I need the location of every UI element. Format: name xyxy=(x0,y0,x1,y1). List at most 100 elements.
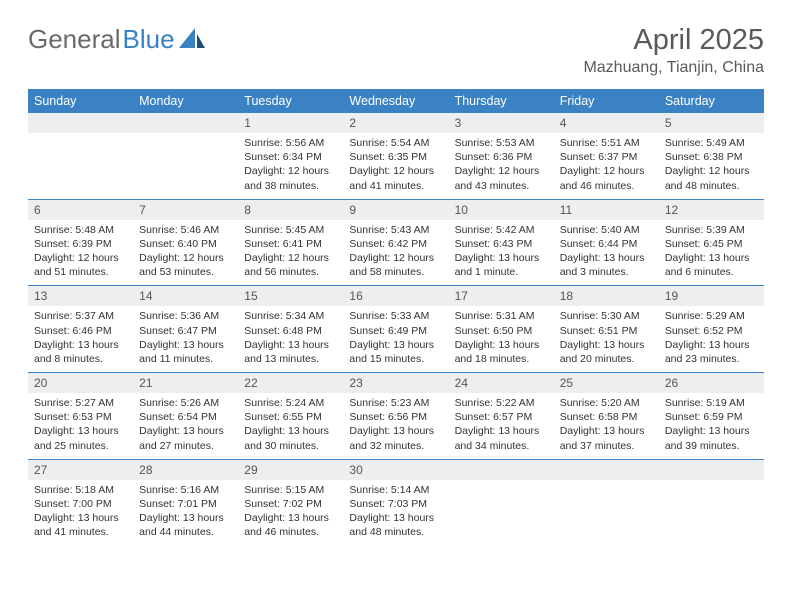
daylight-text: Daylight: 12 hours and 41 minutes. xyxy=(349,164,442,192)
sunset-text: Sunset: 6:39 PM xyxy=(34,237,127,251)
day-cell: Sunrise: 5:45 AMSunset: 6:41 PMDaylight:… xyxy=(238,220,343,286)
daylight-text: Daylight: 12 hours and 56 minutes. xyxy=(244,251,337,279)
daylight-text: Daylight: 13 hours and 48 minutes. xyxy=(349,511,442,539)
day-number: 11 xyxy=(554,199,659,220)
sunrise-text: Sunrise: 5:56 AM xyxy=(244,136,337,150)
day-number: 9 xyxy=(343,199,448,220)
day-cell: Sunrise: 5:34 AMSunset: 6:48 PMDaylight:… xyxy=(238,306,343,372)
daylight-text: Daylight: 13 hours and 13 minutes. xyxy=(244,338,337,366)
sunset-text: Sunset: 6:48 PM xyxy=(244,324,337,338)
daynum-row: 13141516171819 xyxy=(28,286,764,307)
day-number: 12 xyxy=(659,199,764,220)
daylight-text: Daylight: 13 hours and 30 minutes. xyxy=(244,424,337,452)
sunset-text: Sunset: 6:55 PM xyxy=(244,410,337,424)
sunrise-text: Sunrise: 5:33 AM xyxy=(349,309,442,323)
day-cell: Sunrise: 5:54 AMSunset: 6:35 PMDaylight:… xyxy=(343,133,448,199)
day-cell: Sunrise: 5:23 AMSunset: 6:56 PMDaylight:… xyxy=(343,393,448,459)
sunrise-text: Sunrise: 5:53 AM xyxy=(455,136,548,150)
sunrise-text: Sunrise: 5:15 AM xyxy=(244,483,337,497)
daylight-text: Daylight: 12 hours and 53 minutes. xyxy=(139,251,232,279)
day-header: Wednesday xyxy=(343,89,448,113)
day-number: 17 xyxy=(449,286,554,307)
day-number: 2 xyxy=(343,113,448,133)
day-number: 30 xyxy=(343,459,448,480)
sunset-text: Sunset: 6:42 PM xyxy=(349,237,442,251)
day-cell xyxy=(133,133,238,199)
day-header: Thursday xyxy=(449,89,554,113)
day-cell xyxy=(449,480,554,546)
sunset-text: Sunset: 6:56 PM xyxy=(349,410,442,424)
day-cell: Sunrise: 5:31 AMSunset: 6:50 PMDaylight:… xyxy=(449,306,554,372)
sunrise-text: Sunrise: 5:18 AM xyxy=(34,483,127,497)
day-cell: Sunrise: 5:15 AMSunset: 7:02 PMDaylight:… xyxy=(238,480,343,546)
day-number: 28 xyxy=(133,459,238,480)
daylight-text: Daylight: 12 hours and 43 minutes. xyxy=(455,164,548,192)
sunrise-text: Sunrise: 5:54 AM xyxy=(349,136,442,150)
day-number: 27 xyxy=(28,459,133,480)
day-cell xyxy=(554,480,659,546)
day-number xyxy=(554,459,659,480)
day-number: 8 xyxy=(238,199,343,220)
day-cell: Sunrise: 5:26 AMSunset: 6:54 PMDaylight:… xyxy=(133,393,238,459)
daylight-text: Daylight: 13 hours and 11 minutes. xyxy=(139,338,232,366)
day-cell: Sunrise: 5:39 AMSunset: 6:45 PMDaylight:… xyxy=(659,220,764,286)
sunset-text: Sunset: 6:49 PM xyxy=(349,324,442,338)
day-number: 24 xyxy=(449,373,554,394)
day-cell: Sunrise: 5:46 AMSunset: 6:40 PMDaylight:… xyxy=(133,220,238,286)
location-label: Mazhuang, Tianjin, China xyxy=(583,59,764,77)
day-number: 26 xyxy=(659,373,764,394)
sunset-text: Sunset: 7:03 PM xyxy=(349,497,442,511)
day-number: 1 xyxy=(238,113,343,133)
daylight-text: Daylight: 13 hours and 15 minutes. xyxy=(349,338,442,366)
sunset-text: Sunset: 6:52 PM xyxy=(665,324,758,338)
title-block: April 2025 Mazhuang, Tianjin, China xyxy=(583,24,764,77)
day-cell: Sunrise: 5:37 AMSunset: 6:46 PMDaylight:… xyxy=(28,306,133,372)
day-cell: Sunrise: 5:36 AMSunset: 6:47 PMDaylight:… xyxy=(133,306,238,372)
day-cell: Sunrise: 5:40 AMSunset: 6:44 PMDaylight:… xyxy=(554,220,659,286)
day-cell: Sunrise: 5:14 AMSunset: 7:03 PMDaylight:… xyxy=(343,480,448,546)
sunset-text: Sunset: 6:38 PM xyxy=(665,150,758,164)
daylight-text: Daylight: 12 hours and 51 minutes. xyxy=(34,251,127,279)
day-cell: Sunrise: 5:33 AMSunset: 6:49 PMDaylight:… xyxy=(343,306,448,372)
sunrise-text: Sunrise: 5:16 AM xyxy=(139,483,232,497)
daylight-text: Daylight: 12 hours and 46 minutes. xyxy=(560,164,653,192)
sunrise-text: Sunrise: 5:30 AM xyxy=(560,309,653,323)
day-header: Monday xyxy=(133,89,238,113)
sunrise-text: Sunrise: 5:49 AM xyxy=(665,136,758,150)
sunset-text: Sunset: 6:58 PM xyxy=(560,410,653,424)
sunrise-text: Sunrise: 5:26 AM xyxy=(139,396,232,410)
daylight-text: Daylight: 13 hours and 20 minutes. xyxy=(560,338,653,366)
sunset-text: Sunset: 6:36 PM xyxy=(455,150,548,164)
sunrise-text: Sunrise: 5:14 AM xyxy=(349,483,442,497)
day-number: 15 xyxy=(238,286,343,307)
sunset-text: Sunset: 6:34 PM xyxy=(244,150,337,164)
day-header: Friday xyxy=(554,89,659,113)
daylight-text: Daylight: 12 hours and 48 minutes. xyxy=(665,164,758,192)
sunset-text: Sunset: 6:43 PM xyxy=(455,237,548,251)
day-number: 18 xyxy=(554,286,659,307)
day-header: Tuesday xyxy=(238,89,343,113)
day-number: 13 xyxy=(28,286,133,307)
day-cell: Sunrise: 5:24 AMSunset: 6:55 PMDaylight:… xyxy=(238,393,343,459)
brand-part1: General xyxy=(28,24,121,55)
day-cell: Sunrise: 5:27 AMSunset: 6:53 PMDaylight:… xyxy=(28,393,133,459)
sunset-text: Sunset: 6:53 PM xyxy=(34,410,127,424)
day-number: 20 xyxy=(28,373,133,394)
sunset-text: Sunset: 7:02 PM xyxy=(244,497,337,511)
daynum-row: 6789101112 xyxy=(28,199,764,220)
daynum-row: 27282930 xyxy=(28,459,764,480)
day-number: 25 xyxy=(554,373,659,394)
day-number: 6 xyxy=(28,199,133,220)
week-row: Sunrise: 5:18 AMSunset: 7:00 PMDaylight:… xyxy=(28,480,764,546)
daylight-text: Daylight: 13 hours and 37 minutes. xyxy=(560,424,653,452)
daylight-text: Daylight: 13 hours and 8 minutes. xyxy=(34,338,127,366)
sunset-text: Sunset: 6:59 PM xyxy=(665,410,758,424)
sunrise-text: Sunrise: 5:34 AM xyxy=(244,309,337,323)
daylight-text: Daylight: 12 hours and 58 minutes. xyxy=(349,251,442,279)
page-title: April 2025 xyxy=(583,24,764,57)
daylight-text: Daylight: 13 hours and 39 minutes. xyxy=(665,424,758,452)
sunrise-text: Sunrise: 5:23 AM xyxy=(349,396,442,410)
sunset-text: Sunset: 6:37 PM xyxy=(560,150,653,164)
day-cell: Sunrise: 5:16 AMSunset: 7:01 PMDaylight:… xyxy=(133,480,238,546)
day-number xyxy=(28,113,133,133)
